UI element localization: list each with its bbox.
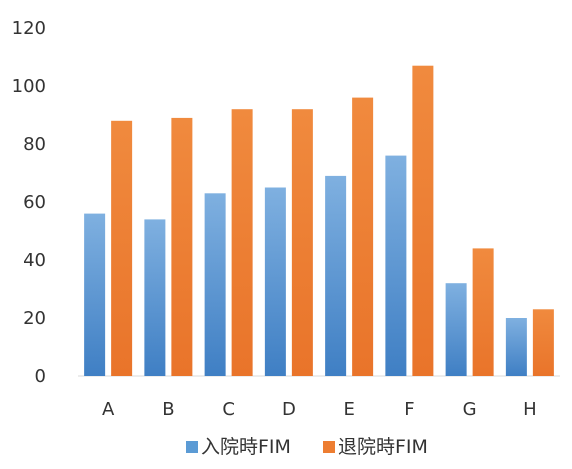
bar-discharge-A [111, 120, 133, 376]
legend-swatch [323, 441, 335, 453]
bar-admission-H [505, 318, 527, 376]
y-tick-label: 40 [23, 250, 46, 271]
x-tick-label: G [463, 399, 477, 420]
bar-discharge-B [171, 117, 193, 377]
bar-admission-A [84, 213, 106, 376]
bar-discharge-C [231, 109, 253, 376]
bar-admission-D [264, 187, 286, 376]
x-tick-label: A [102, 399, 115, 420]
bar-discharge-G [472, 248, 494, 376]
bars [84, 65, 554, 377]
bar-discharge-E [352, 97, 374, 376]
legend-label: 入院時FIM [201, 436, 291, 458]
legend: 入院時FIM 退院時FIM [186, 436, 428, 458]
legend-label: 退院時FIM [338, 436, 428, 458]
x-tick-label: F [404, 399, 414, 420]
x-axis: A B C D E F G H [78, 375, 560, 420]
y-tick-label: 0 [35, 366, 46, 387]
bar-admission-B [144, 219, 166, 376]
bar-admission-F [385, 155, 407, 376]
x-tick-label: D [282, 399, 296, 420]
x-tick-label: H [523, 399, 537, 420]
y-tick-label: 60 [23, 192, 46, 213]
x-tick-label: E [343, 399, 354, 420]
bar-discharge-F [412, 65, 434, 376]
legend-swatch [186, 441, 198, 453]
y-axis: 0 20 40 60 80 100 120 [12, 18, 46, 387]
bar-admission-E [325, 175, 347, 376]
x-tick-label: B [162, 399, 174, 420]
y-tick-label: 80 [23, 134, 46, 155]
x-tick-label: C [222, 399, 235, 420]
bar-discharge-H [532, 309, 554, 376]
bar-discharge-D [291, 109, 313, 376]
y-tick-label: 120 [12, 18, 46, 39]
bar-admission-C [204, 193, 226, 376]
y-tick-label: 100 [12, 76, 46, 97]
y-tick-label: 20 [23, 308, 46, 329]
bar-admission-G [445, 283, 467, 376]
